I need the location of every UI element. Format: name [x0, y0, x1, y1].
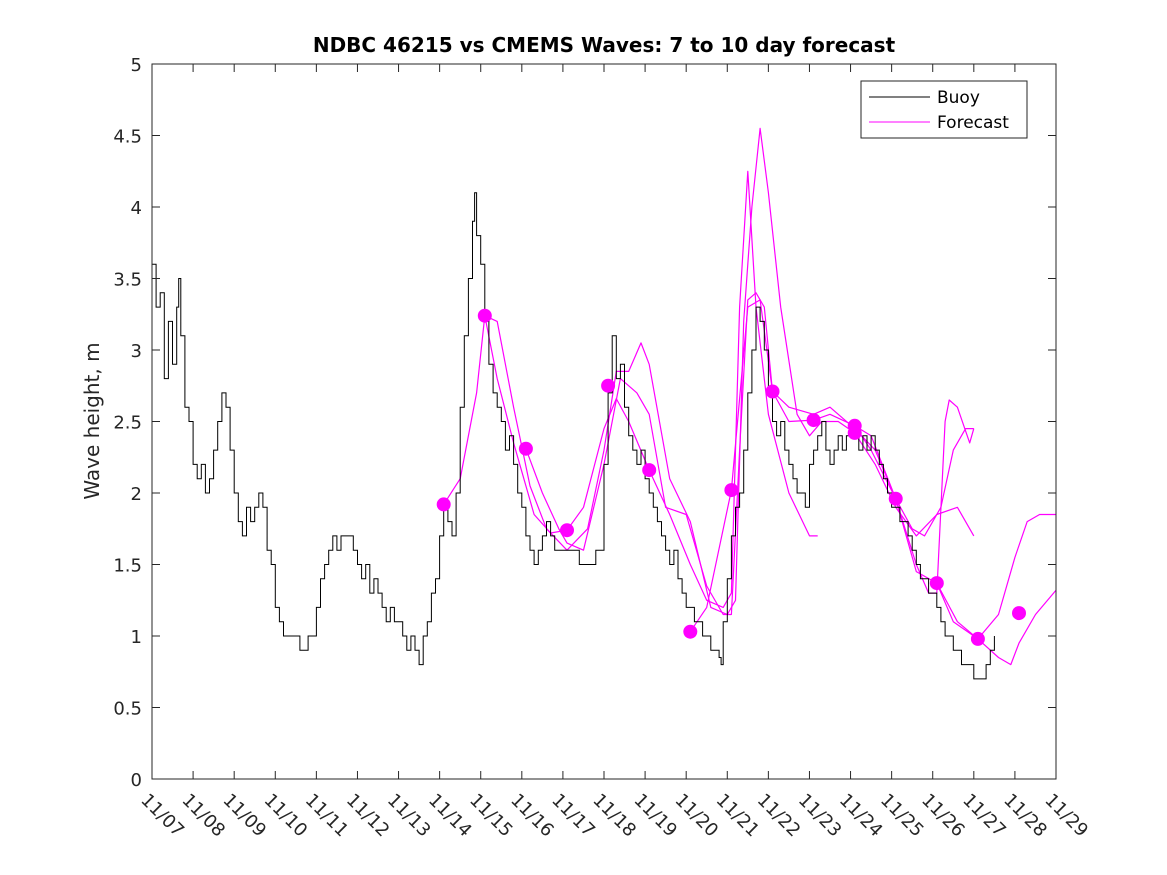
forecast-marker-5	[601, 378, 616, 393]
y-tick-label: 0	[131, 770, 142, 791]
forecast-marker-3	[518, 441, 533, 456]
forecast-marker-14	[929, 576, 944, 591]
chart-title: NDBC 46215 vs CMEMS Waves: 7 to 10 day f…	[313, 33, 896, 57]
forecast-line-1	[443, 170, 818, 608]
forecast-marker-13	[888, 491, 903, 506]
plot-area	[152, 64, 1056, 779]
forecast-line-4	[689, 299, 975, 633]
y-tick-label: 3.5	[113, 270, 142, 291]
legend-buoy-label: Buoy	[937, 88, 980, 108]
y-tick-label: 4.5	[113, 127, 142, 148]
legend: Buoy Forecast	[860, 80, 1028, 139]
legend-forecast-label: Forecast	[937, 113, 1009, 133]
y-tick-label: 1	[131, 627, 142, 648]
forecast-marker-4	[560, 523, 574, 538]
forecast-marker-9	[765, 384, 780, 399]
series-layer	[152, 127, 1057, 680]
forecast-marker-6	[642, 463, 657, 478]
forecast-line-5	[854, 425, 1056, 640]
buoy-line	[152, 192, 995, 680]
legend-box	[860, 80, 1028, 139]
forecast-marker-7	[683, 624, 698, 639]
forecast-marker-2	[477, 308, 492, 323]
y-tick-label: 5	[131, 55, 142, 76]
y-tick-label: 2.5	[113, 413, 142, 434]
y-tick-label: 1.5	[113, 556, 142, 577]
forecast-marker-1	[436, 497, 451, 512]
y-tick-label: 4	[131, 198, 142, 219]
forecast-line-2	[484, 127, 975, 616]
forecast-marker-12	[847, 425, 862, 440]
y-tick-label: 2	[131, 484, 142, 505]
marker-layer	[436, 308, 1026, 646]
forecast-marker-8	[724, 483, 739, 498]
forecast-line-6	[936, 582, 1057, 666]
forecast-marker-10	[806, 413, 821, 428]
forecast-marker-15	[970, 631, 985, 646]
y-axis-label: Wave height, m	[80, 342, 104, 499]
y-tick-label: 0.5	[113, 699, 142, 720]
forecast-marker-16	[1012, 606, 1026, 621]
y-tick-label: 3	[131, 341, 142, 362]
